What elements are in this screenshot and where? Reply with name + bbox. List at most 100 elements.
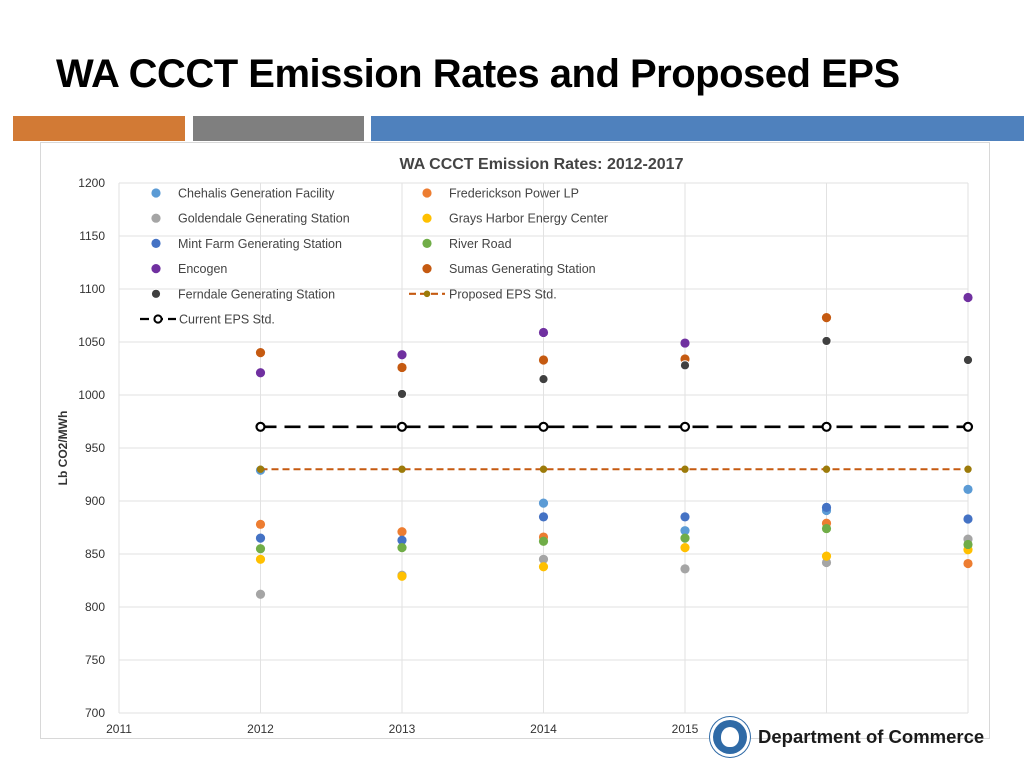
legend-label: River Road	[449, 237, 512, 251]
x-tick-label: 2011	[106, 722, 132, 736]
data-point	[255, 533, 266, 543]
data-point	[962, 421, 974, 432]
data-point	[680, 564, 690, 574]
legend-marker	[422, 264, 432, 274]
y-tick-label: 700	[85, 706, 105, 720]
data-point	[821, 502, 832, 512]
data-point	[397, 543, 407, 553]
data-point	[256, 465, 265, 473]
data-point	[255, 368, 266, 378]
legend-label: Frederickson Power LP	[449, 187, 579, 201]
accent-band-orange	[13, 116, 185, 141]
data-point	[821, 557, 832, 568]
chart-frame: WA CCCT Emission Rates: 2012-2017 700 750 8…	[40, 142, 990, 739]
legend-marker	[422, 238, 432, 248]
data-point	[821, 523, 832, 534]
y-axis-label: Lb CO2/MWh	[56, 411, 70, 486]
x-tick-label: 2015	[672, 722, 699, 736]
legend-marker	[151, 238, 161, 248]
y-tick-label: 1100	[79, 282, 105, 296]
data-point	[963, 539, 973, 550]
data-point	[681, 465, 689, 473]
y-tick-label: 800	[85, 600, 105, 614]
data-point	[538, 327, 549, 338]
data-point	[821, 335, 832, 347]
y-tick-label: 1050	[78, 335, 105, 349]
data-point	[398, 465, 406, 473]
accent-band-gray	[193, 116, 364, 141]
data-point	[963, 484, 973, 494]
data-point	[538, 374, 549, 385]
commerce-logo: Department of Commerce	[710, 717, 984, 761]
data-point	[538, 554, 549, 564]
data-point	[964, 465, 972, 473]
data-point	[680, 533, 690, 543]
data-point	[680, 543, 690, 553]
data-point	[680, 512, 690, 522]
legend-marker	[422, 188, 432, 198]
legend-label: Sumas Generating Station	[449, 262, 596, 276]
data-point	[538, 512, 549, 522]
data-point	[397, 350, 407, 360]
legend-marker	[422, 213, 432, 223]
legend-label: Mint Farm Generating Station	[178, 237, 342, 251]
data-point	[255, 519, 266, 529]
y-tick-label: 950	[85, 441, 105, 455]
y-tick-label: 750	[85, 653, 105, 667]
legend-marker	[151, 213, 161, 223]
washington-state-seal-icon	[710, 717, 750, 757]
y-tick-label: 850	[85, 547, 105, 561]
legend-label: Grays Harbor Energy Center	[449, 212, 608, 226]
data-point	[396, 388, 408, 400]
slide-title: WA CCCT Emission Rates and Proposed EPS	[56, 52, 900, 96]
emission-rates-chart: WA CCCT Emission Rates: 2012-2017 700 750 8…	[56, 156, 974, 736]
data-point	[255, 348, 266, 358]
data-point	[963, 292, 973, 303]
legend-label: Ferndale Generating Station	[178, 287, 335, 301]
data-point	[397, 362, 407, 373]
chart-title: WA CCCT Emission Rates: 2012-2017	[400, 156, 684, 173]
y-tick-label: 1000	[78, 388, 105, 402]
legend-label: Encogen	[178, 262, 227, 276]
data-point	[680, 526, 690, 536]
x-tick-label: 2013	[389, 722, 416, 736]
data-point	[963, 514, 973, 524]
legend-marker	[150, 288, 162, 299]
data-point	[539, 465, 548, 473]
data-point	[821, 313, 832, 323]
data-point	[963, 558, 973, 569]
y-tick-label: 1200	[78, 176, 105, 190]
data-point	[538, 421, 549, 432]
data-point	[397, 571, 407, 581]
legend-label: Goldendale Generating Station	[178, 212, 350, 226]
legend-marker	[423, 290, 431, 298]
data-point	[255, 421, 266, 432]
legend-marker	[151, 264, 161, 274]
data-point	[255, 589, 266, 599]
data-point	[962, 354, 974, 366]
data-point	[538, 562, 549, 572]
data-point	[397, 527, 407, 537]
legend-label: Chehalis Generation Facility	[178, 187, 335, 201]
department-name: Department of Commerce	[758, 726, 985, 747]
data-point	[538, 355, 549, 365]
data-point	[255, 554, 266, 564]
legend-marker	[151, 188, 161, 198]
y-tick-label: 900	[85, 494, 105, 508]
data-point	[397, 535, 407, 545]
data-point	[538, 498, 549, 508]
legend-label: Current EPS Std.	[179, 313, 275, 327]
data-point	[821, 421, 832, 432]
y-tick-label: 1150	[79, 229, 105, 243]
data-point	[821, 551, 832, 561]
data-point	[679, 421, 691, 432]
data-point	[255, 544, 266, 554]
accent-band-blue	[371, 116, 1024, 141]
x-tick-label: 2014	[530, 722, 557, 736]
legend-label: Proposed EPS Std.	[449, 287, 557, 301]
data-point	[680, 338, 690, 348]
data-point	[679, 360, 691, 371]
data-point	[396, 421, 408, 432]
legend-marker	[153, 314, 163, 324]
data-point	[538, 536, 549, 546]
